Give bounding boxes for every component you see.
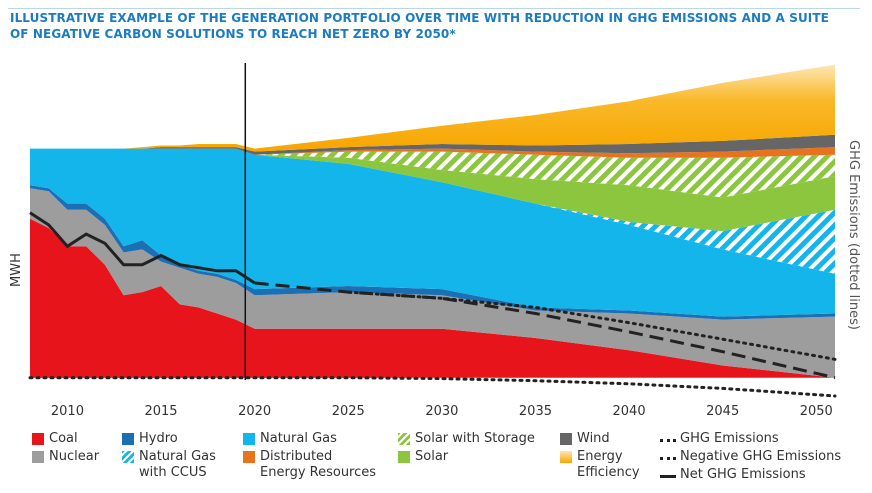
- legend-item: Solar with Storage: [398, 431, 535, 447]
- x-tick-label: 2040: [613, 404, 646, 419]
- x-tick-label: 2025: [332, 404, 365, 419]
- line: [29, 211, 256, 285]
- x-tick-label: 2045: [706, 404, 739, 419]
- legend-label: GHG Emissions: [680, 431, 779, 446]
- x-tick-label: 2010: [51, 404, 84, 419]
- legend-swatch: [660, 475, 676, 478]
- legend-label: Natural Gas: [260, 431, 337, 446]
- line: [28, 376, 837, 398]
- chart-title: ILLUSTRATIVE EXAMPLE OF THE GENERATION P…: [10, 11, 829, 41]
- area: [30, 148, 835, 198]
- legend-swatch: [398, 433, 410, 445]
- legend-swatch: [660, 457, 676, 460]
- legend-item: Negative GHG Emissions: [660, 449, 870, 465]
- x-tick-label: 2050: [800, 404, 833, 419]
- legend-item: Net GHG Emissions: [660, 467, 870, 483]
- line: [254, 281, 836, 380]
- y-axis-label: MWH: [9, 253, 24, 287]
- legend-swatch: [122, 433, 134, 445]
- legend-item: Hydro: [122, 431, 234, 447]
- legend-item: GHG Emissions: [660, 431, 870, 447]
- x-tick-label: 2030: [425, 404, 458, 419]
- x-tick-label: 2015: [144, 404, 177, 419]
- x-tick-label: 2035: [519, 404, 552, 419]
- legend-item: Nuclear: [32, 449, 169, 465]
- legend-swatch: [398, 451, 410, 463]
- area: [30, 64, 835, 152]
- legend-swatch: [560, 433, 572, 445]
- legend-label: Coal: [49, 431, 78, 446]
- legend-item: Distributed Energy Resources: [243, 449, 380, 481]
- legend-label: Net GHG Emissions: [680, 467, 806, 482]
- area: [30, 147, 835, 158]
- legend-swatch: [122, 451, 134, 463]
- legend-item: Natural Gas: [243, 431, 380, 447]
- legend-item: Wind: [560, 431, 672, 447]
- legend-item: Coal: [32, 431, 169, 447]
- legend-label: Negative GHG Emissions: [680, 449, 842, 464]
- legend-swatch: [32, 451, 44, 463]
- top-rule: [8, 8, 860, 9]
- legend-swatch: [32, 433, 44, 445]
- legend-label: Nuclear: [49, 449, 100, 464]
- x-tick-label: 2020: [238, 404, 271, 419]
- legend-swatch: [660, 439, 676, 442]
- area: [30, 185, 835, 320]
- legend-item: Solar: [398, 449, 535, 465]
- area: [30, 218, 835, 378]
- legend-swatch: [243, 451, 255, 463]
- legend-label: Solar with Storage: [415, 431, 535, 446]
- legend-label: Energy Efficiency: [577, 449, 640, 480]
- area: [30, 148, 835, 232]
- y2-axis-label: GHG Emissions (dotted lines): [846, 140, 861, 330]
- area: [30, 188, 835, 378]
- legend-label: Distributed Energy Resources: [260, 449, 377, 480]
- legend-swatch: [560, 451, 572, 463]
- area: [30, 148, 835, 317]
- legend-label: Hydro: [139, 431, 178, 446]
- legend-label: Wind: [577, 431, 610, 446]
- legend-swatch: [243, 433, 255, 445]
- legend-label: Solar: [415, 449, 449, 464]
- legend-label: Natural Gas with CCUS: [139, 449, 216, 480]
- area: [30, 134, 835, 155]
- legend-item: Natural Gas with CCUS: [122, 449, 234, 481]
- legend-item: Energy Efficiency: [560, 449, 672, 481]
